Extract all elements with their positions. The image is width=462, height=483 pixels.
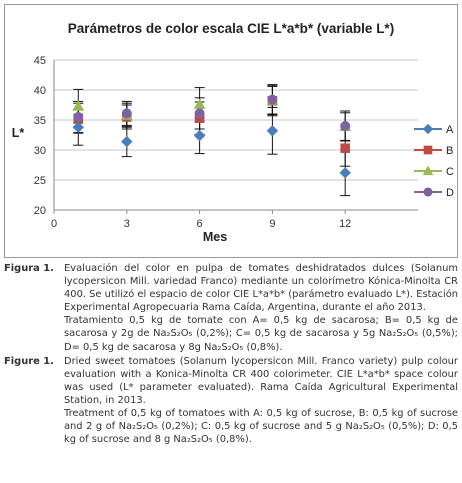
- x-tick-label: 12: [339, 218, 351, 230]
- y-tick-label: 30: [34, 145, 46, 157]
- legend-marker-c: [422, 165, 434, 176]
- data-point-b: [340, 143, 350, 153]
- y-tick-label: 35: [34, 115, 46, 127]
- legend-marker-a: [422, 123, 434, 135]
- legend-marker-b: [423, 145, 433, 155]
- data-point-c: [72, 100, 85, 111]
- data-point-d: [340, 121, 351, 131]
- caption-english: Figure 1. Dried sweet tomatoes (Solanum …: [4, 355, 458, 447]
- y-tick-label: 45: [34, 55, 46, 67]
- axes: 20 25 30 35 40 45 0 3 6 9 12: [34, 55, 418, 230]
- data-point-d: [73, 112, 84, 122]
- y-tick-label: 20: [34, 205, 46, 217]
- caption-label: Figura 1.: [4, 263, 54, 274]
- x-axis-label: Mes: [203, 230, 227, 244]
- chart-border: [4, 4, 458, 258]
- x-tick-label: 9: [269, 218, 275, 230]
- gridlines: [54, 59, 418, 181]
- lightness-chart: Parámetros de color escala CIE L*a*b* (v…: [4, 4, 458, 258]
- y-tick-label: 40: [34, 85, 46, 97]
- legend-label-b: B: [446, 145, 453, 157]
- caption-treatments: Tratamiento 0,5 kg de tomate con A= 0,5 …: [64, 315, 458, 353]
- x-tick-label: 6: [197, 218, 203, 230]
- caption-body: Dried sweet tomatoes (Solanum lycopersic…: [64, 355, 458, 447]
- data-point-a: [72, 121, 84, 133]
- caption-description: Evaluación del color en pulpa de tomates…: [64, 263, 458, 314]
- caption-body: Evaluación del color en pulpa de tomates…: [64, 262, 458, 354]
- chart-container: Parámetros de color escala CIE L*a*b* (v…: [4, 4, 458, 258]
- y-axis-label: L*: [12, 126, 25, 140]
- chart-title: Parámetros de color escala CIE L*a*b* (v…: [68, 21, 394, 36]
- x-tick-label: 0: [51, 218, 57, 230]
- data-point-d: [121, 108, 132, 119]
- data-point-a: [193, 129, 206, 142]
- legend-label-d: D: [446, 187, 454, 199]
- data-point-d: [267, 94, 278, 105]
- caption-treatments: Treatment of 0,5 kg of tomatoes with A: …: [64, 408, 458, 446]
- figure-captions: Figura 1. Evaluación del color en pulpa …: [4, 262, 458, 447]
- data-point-a: [266, 125, 279, 137]
- legend-label-a: A: [446, 124, 454, 136]
- data-point-d: [194, 108, 205, 119]
- x-tick-label: 3: [124, 218, 130, 230]
- caption-label: Figure 1.: [4, 355, 54, 367]
- legend-marker-d: [423, 187, 433, 197]
- data-point-a: [121, 135, 133, 148]
- data-point-a: [339, 167, 351, 179]
- y-tick-label: 25: [34, 175, 46, 187]
- legend-label-c: C: [446, 166, 454, 178]
- data-points: [72, 94, 352, 179]
- caption-description: Dried sweet tomatoes (Solanum lycopersic…: [64, 355, 458, 406]
- caption-spanish: Figura 1. Evaluación del color en pulpa …: [4, 262, 458, 354]
